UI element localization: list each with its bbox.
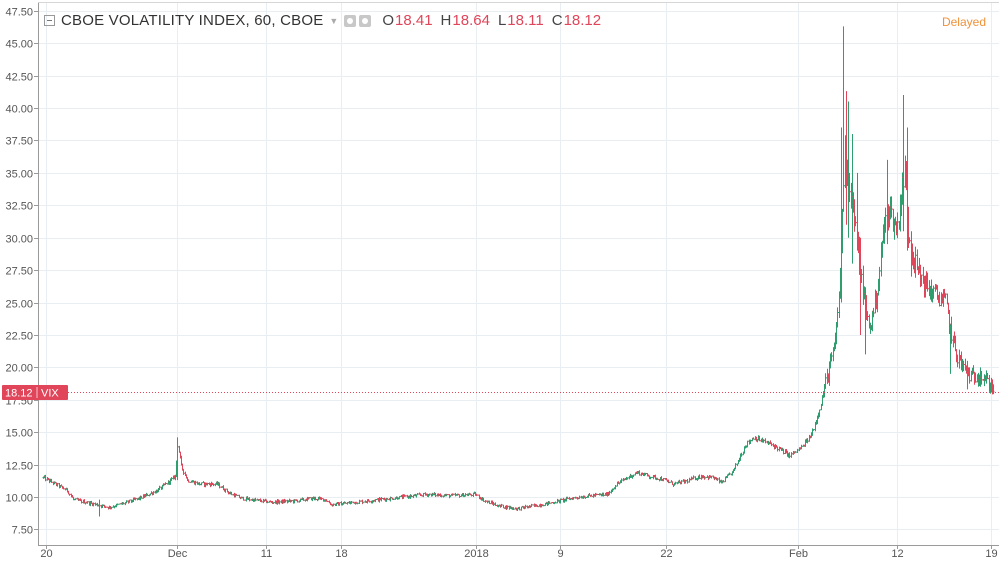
x-tick-label: 12 <box>891 548 903 560</box>
x-tick-label: 20 <box>40 548 52 560</box>
high-value: 18.64 <box>452 12 490 29</box>
x-tick-label: 19 <box>985 548 997 560</box>
y-tick-label: 32.50 <box>5 201 33 213</box>
last-price-tag: 18.12 VIX <box>2 385 68 400</box>
y-tick-label: 45.00 <box>5 39 33 51</box>
ohlc-bar <box>477 495 479 496</box>
open-label: O <box>382 12 394 29</box>
open-value: 18.41 <box>395 12 433 29</box>
y-tick-label: 30.00 <box>5 234 33 246</box>
delayed-status: Delayed <box>942 15 986 29</box>
y-tick-label: 25.00 <box>5 299 33 311</box>
x-tick-label: 11 <box>261 548 272 560</box>
x-tick-label: 18 <box>335 548 347 560</box>
close-label: C <box>552 12 563 29</box>
y-tick-label: 42.50 <box>5 72 33 84</box>
y-tick-label: 40.00 <box>5 104 33 116</box>
y-tick-label: 12.50 <box>5 461 33 473</box>
x-tick-label: Dec <box>168 548 188 560</box>
y-tick-label: 15.00 <box>5 428 33 440</box>
x-tick-label: 22 <box>660 548 672 560</box>
y-tick-label: 35.00 <box>5 169 33 181</box>
y-tick-label: 22.50 <box>5 331 33 343</box>
x-tick-label: 2018 <box>464 548 488 560</box>
y-tick-label: 20.00 <box>5 363 33 375</box>
y-tick-label: 37.50 <box>5 136 33 148</box>
y-tick-label: 10.00 <box>5 493 33 505</box>
ohlc-bar <box>447 494 449 495</box>
symbol-title: CBOE VOLATILITY INDEX, 60, CBOE <box>61 12 323 29</box>
y-tick-label: 47.50 <box>5 7 33 19</box>
y-tick-label: 7.50 <box>12 525 33 537</box>
x-tick-label: 9 <box>557 548 563 560</box>
high-label: H <box>441 12 452 29</box>
last-price-value: 18.12 <box>5 388 33 400</box>
chart-legend: CBOE VOLATILITY INDEX, 60, CBOE ▼ O 18.4… <box>44 12 601 29</box>
chevron-down-icon[interactable]: ▼ <box>329 16 338 26</box>
x-tick-label: Feb <box>789 548 808 560</box>
low-label: L <box>498 12 506 29</box>
collapse-icon[interactable] <box>44 15 55 26</box>
settings-icon[interactable] <box>359 15 371 27</box>
symbol-label: VIX <box>41 388 59 400</box>
close-value: 18.12 <box>564 12 602 29</box>
y-tick-label: 27.50 <box>5 266 33 278</box>
low-value: 18.11 <box>507 12 543 29</box>
eye-icon[interactable] <box>344 15 356 27</box>
